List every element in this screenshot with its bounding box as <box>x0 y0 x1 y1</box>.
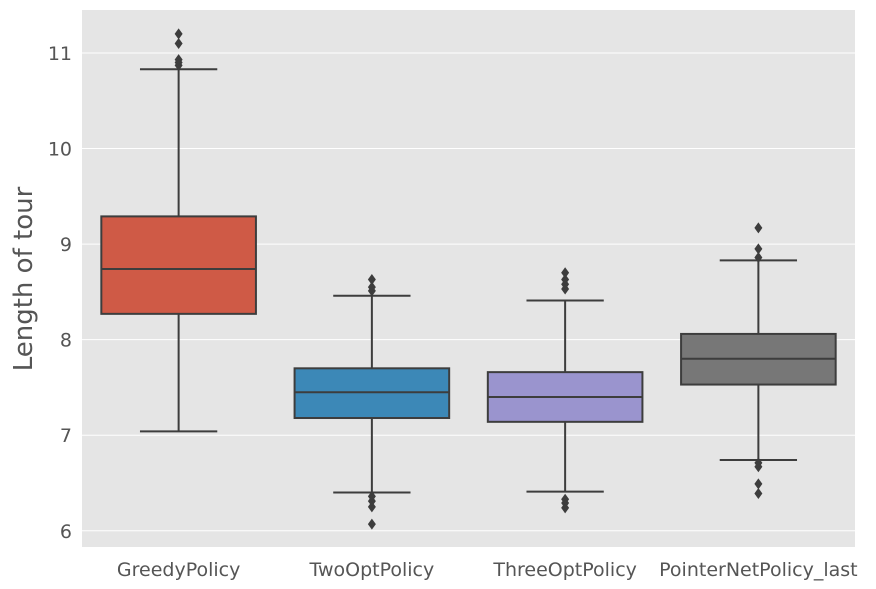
outlier-point <box>561 493 570 505</box>
x-tick-label: TwoOptPolicy <box>309 559 435 581</box>
outlier-point <box>367 273 376 285</box>
x-tick-labels: GreedyPolicy TwoOptPolicy ThreeOptPolicy Po… <box>117 559 858 581</box>
y-tick-label: 11 <box>48 43 72 65</box>
x-tick-label: PointerNetPolicy_last <box>659 559 857 581</box>
box-group <box>100 28 257 433</box>
box-group <box>293 273 451 530</box>
outlier-point <box>367 490 376 502</box>
outlier-point <box>754 457 763 469</box>
outlier-point <box>367 518 376 530</box>
outlier-point <box>561 273 570 285</box>
box-iqr <box>100 215 257 315</box>
y-tick-label: 9 <box>60 234 72 256</box>
y-axis-label: Length of tour <box>9 186 39 371</box>
y-tick-label: 10 <box>48 139 72 161</box>
y-tick-label: 8 <box>60 330 72 352</box>
outlier-point <box>754 251 763 263</box>
box-group <box>486 267 644 514</box>
x-tick-label: GreedyPolicy <box>117 559 240 581</box>
outlier-point <box>754 222 763 234</box>
y-tick-labels: 6 7 8 9 10 11 <box>48 43 72 543</box>
x-tick-label: ThreeOptPolicy <box>492 559 637 581</box>
boxes <box>100 28 837 530</box>
outlier-point <box>174 37 183 49</box>
outlier-point <box>174 54 183 66</box>
outlier-point <box>754 243 763 255</box>
outlier-point <box>367 501 376 513</box>
y-tick-label: 7 <box>60 425 72 447</box>
outlier-point <box>561 267 570 279</box>
outlier-point <box>754 487 763 499</box>
outlier-point <box>367 281 376 293</box>
outlier-point <box>174 28 183 40</box>
box-group <box>680 222 837 499</box>
outlier-point <box>754 478 763 490</box>
y-tick-label: 6 <box>60 521 72 543</box>
